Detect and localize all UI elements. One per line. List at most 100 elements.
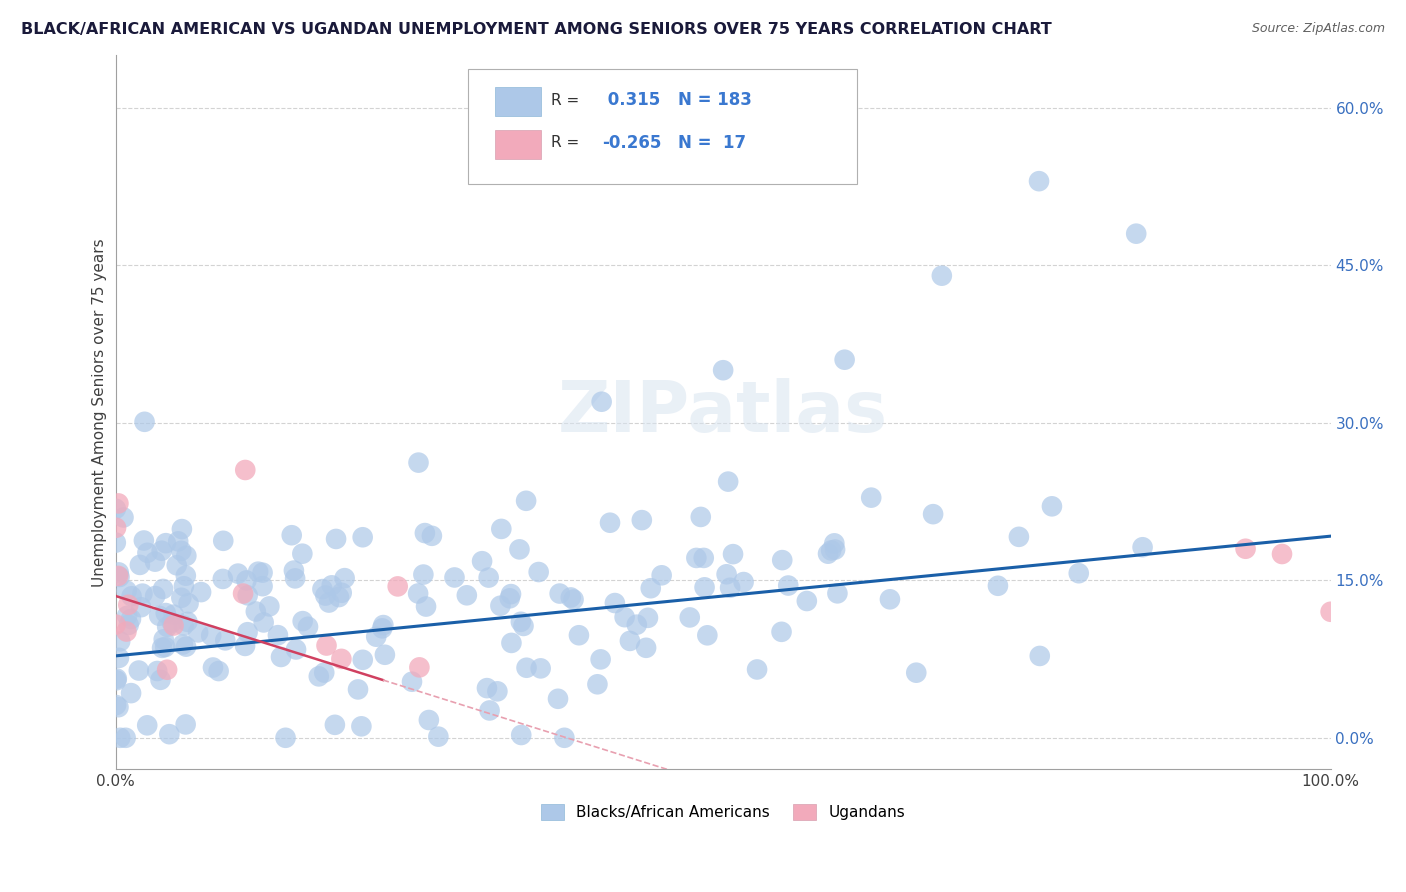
Point — [236, 588, 259, 602]
Point — [174, 717, 197, 731]
Point — [603, 596, 626, 610]
Point — [212, 533, 235, 548]
Point — [155, 640, 177, 654]
Point — [146, 664, 169, 678]
Point — [150, 640, 173, 655]
Point — [491, 522, 513, 536]
Point — [173, 579, 195, 593]
Point — [136, 546, 159, 560]
Text: -0.265: -0.265 — [602, 134, 661, 152]
Point — [328, 590, 350, 604]
Point — [1319, 605, 1341, 619]
Point — [105, 698, 128, 712]
Text: Source: ZipAtlas.com: Source: ZipAtlas.com — [1251, 22, 1385, 36]
Point — [157, 727, 180, 741]
Point — [599, 516, 621, 530]
Point — [232, 586, 254, 600]
Point — [475, 681, 498, 695]
Point — [1029, 648, 1052, 663]
Point — [187, 625, 209, 640]
Point — [693, 550, 716, 565]
Point — [685, 550, 707, 565]
Point — [711, 363, 734, 377]
Point — [922, 507, 945, 521]
Point — [143, 555, 166, 569]
Point — [172, 638, 194, 652]
Point — [823, 536, 845, 550]
Point — [200, 629, 222, 643]
Point — [1040, 500, 1063, 514]
Point — [679, 610, 702, 624]
Point — [820, 543, 842, 558]
Point — [619, 634, 641, 648]
FancyBboxPatch shape — [495, 130, 541, 159]
Point — [721, 547, 744, 561]
Point — [245, 605, 267, 619]
Point — [796, 594, 818, 608]
Point — [560, 591, 582, 605]
Point — [291, 614, 314, 628]
Point — [208, 664, 231, 678]
Point — [108, 570, 131, 584]
Point — [408, 456, 430, 470]
Point — [174, 640, 197, 654]
Point — [401, 674, 423, 689]
Point — [270, 650, 292, 665]
Point — [553, 731, 575, 745]
Point — [253, 615, 276, 630]
Point — [108, 634, 131, 648]
Point — [413, 526, 436, 541]
Point — [547, 691, 569, 706]
Point — [770, 553, 793, 567]
Point — [1132, 541, 1154, 555]
Text: N = 183: N = 183 — [678, 91, 752, 109]
Point — [318, 596, 340, 610]
Point — [291, 547, 314, 561]
Point — [117, 598, 139, 612]
Point — [905, 665, 928, 680]
Point — [1008, 530, 1031, 544]
Point — [733, 575, 755, 590]
Text: R =: R = — [551, 136, 583, 151]
Point — [176, 549, 198, 563]
Legend: Blacks/African Americans, Ugandans: Blacks/African Americans, Ugandans — [536, 797, 911, 826]
Point — [129, 600, 152, 615]
Point — [613, 610, 636, 624]
Point — [247, 565, 270, 579]
Point — [510, 728, 533, 742]
Point — [226, 566, 249, 581]
Point — [501, 636, 523, 650]
Point — [214, 633, 236, 648]
Point — [107, 496, 129, 510]
Point — [104, 617, 127, 632]
Point — [236, 625, 259, 640]
Point — [285, 642, 308, 657]
FancyBboxPatch shape — [468, 70, 856, 184]
Point — [176, 615, 198, 629]
Point — [693, 580, 716, 594]
Point — [636, 640, 658, 655]
Point — [443, 570, 465, 584]
Point — [314, 589, 336, 603]
Point — [834, 352, 856, 367]
Point — [471, 554, 494, 568]
Point — [1067, 566, 1090, 581]
Point — [589, 652, 612, 666]
Point — [170, 543, 193, 558]
Point — [190, 585, 212, 599]
Point — [156, 663, 179, 677]
Point — [651, 568, 673, 582]
Point — [152, 632, 174, 647]
Point — [1028, 174, 1050, 188]
Point — [931, 268, 953, 283]
Point — [284, 571, 307, 585]
Point — [591, 394, 613, 409]
Point — [333, 571, 356, 585]
Point — [173, 618, 195, 632]
Point — [148, 608, 170, 623]
Point — [1234, 541, 1257, 556]
Point — [527, 565, 550, 579]
Point — [371, 621, 394, 635]
Point — [149, 673, 172, 687]
Point — [170, 522, 193, 536]
